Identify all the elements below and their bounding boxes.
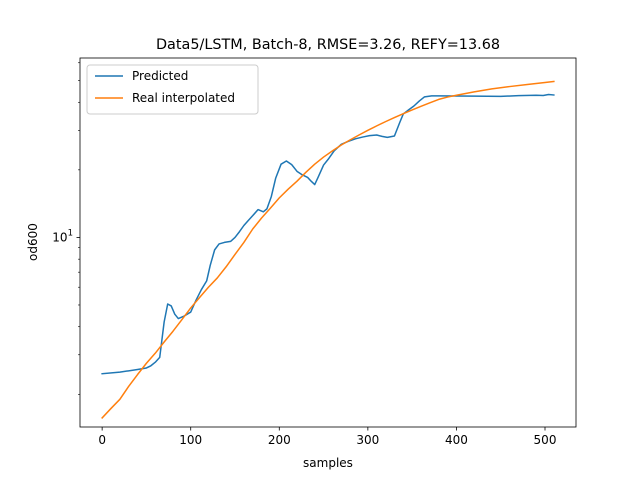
series-line-real-interpolated (101, 80, 555, 419)
plot-area: 0 100 200 300 400 500 101 (52, 57, 577, 447)
series-layer (101, 80, 555, 419)
x-axis-label: samples (303, 456, 353, 470)
chart-title: Data5/LSTM, Batch-8, RMSE=3.26, REFY=13.… (156, 37, 500, 53)
x-tick-label: 0 (98, 433, 106, 447)
legend-frame (86, 64, 259, 115)
legend: Predicted Real interpolated (86, 64, 259, 115)
axes-frame (79, 57, 577, 428)
y-axis-label: od600 (26, 223, 40, 261)
legend-label-real-interpolated: Real interpolated (132, 91, 235, 105)
x-tick-label: 300 (356, 433, 379, 447)
y-axis: 101 (52, 62, 80, 395)
legend-label-predicted: Predicted (132, 69, 188, 83)
x-tick-label: 500 (534, 433, 557, 447)
series-line-predicted (101, 93, 555, 375)
y-tick-label: 101 (52, 228, 73, 244)
x-tick-label: 100 (179, 433, 202, 447)
x-tick-label: 400 (445, 433, 468, 447)
x-tick-label: 200 (268, 433, 291, 447)
x-axis: 0 100 200 300 400 500 (98, 427, 556, 447)
